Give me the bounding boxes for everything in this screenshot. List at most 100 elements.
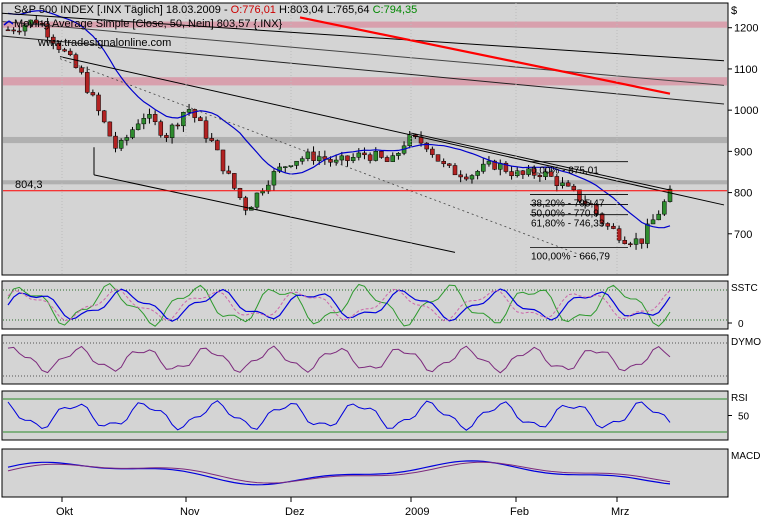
candle-body: [565, 182, 571, 187]
fib-label: 100,00% - 666,79: [531, 251, 610, 262]
panel-tick-label: 50: [738, 412, 750, 423]
candle-body: [628, 243, 633, 246]
price-panel[interactable]: 804,3 0,00% - 875,01 38,20% - 795,4750,00%…: [1, 2, 729, 276]
candle-body: [645, 223, 650, 244]
trendline-top-2: [1, 21, 725, 86]
fib-label: 61,80% - 746,33: [531, 219, 605, 230]
candle-body: [339, 155, 345, 161]
candle-body: [362, 152, 367, 156]
candle-body: [260, 190, 265, 194]
candle-body: [220, 149, 226, 172]
panel-label-sstc: SSTC: [731, 283, 758, 294]
candle-body: [594, 203, 599, 215]
candle-body: [62, 49, 67, 52]
candle-body: [611, 225, 616, 229]
candle-body: [277, 166, 282, 172]
candle-body: [141, 118, 147, 125]
candle-body: [520, 170, 526, 175]
candle-body: [430, 148, 435, 155]
candle-body: [509, 171, 514, 177]
candle-body: [599, 213, 605, 224]
y-tick-label: 700: [734, 229, 752, 241]
candle-body: [237, 188, 243, 198]
candle-body: [486, 160, 492, 165]
panel-rsi-bg: [1, 390, 729, 441]
candle-body: [582, 201, 588, 204]
candle-body: [152, 114, 158, 122]
candle-body: [537, 175, 543, 178]
candle-body: [667, 188, 673, 202]
panel-label-macd: MACD: [731, 451, 760, 462]
panel-dymo-bg: [1, 334, 729, 385]
candle-body: [492, 160, 497, 170]
candle-body: [316, 156, 322, 161]
candle-body: [101, 110, 107, 123]
trendline-top-1: [1, 12, 725, 62]
candle-body: [294, 160, 299, 166]
candle-body: [469, 175, 475, 180]
header-instrument: S&P 500 INDEX [.INX Täglich] 18.03.2009 …: [14, 4, 417, 16]
y-tick-label: 900: [734, 146, 752, 158]
candle-body: [305, 151, 311, 159]
band-2: [3, 136, 727, 144]
candle-body: [299, 158, 305, 162]
candle-body: [113, 135, 118, 149]
rsi-line: [7, 400, 671, 431]
x-tick-label: Mrz: [611, 506, 629, 518]
candle-body: [254, 192, 260, 208]
candle-body: [656, 213, 661, 221]
fib-label: 38,20% - 795,47: [531, 198, 605, 209]
candle-body: [543, 171, 548, 178]
candle-body: [147, 114, 152, 119]
candle-body: [5, 29, 11, 32]
candle-body: [333, 159, 339, 163]
trendline-red: [299, 16, 671, 95]
sstc-pink: [7, 288, 671, 322]
indicator-panels[interactable]: SSTC 0 DYMO RSI 50 MACD: [1, 280, 761, 498]
candle-body: [345, 155, 350, 161]
candle-body: [56, 43, 62, 50]
panel-tick-label: 0: [738, 319, 744, 330]
candle-body: [17, 30, 22, 33]
candle-body: [616, 228, 622, 241]
candle-body: [577, 189, 582, 202]
y-tick-label: 1000: [734, 105, 758, 117]
candle-body: [475, 171, 480, 176]
candle-body: [384, 157, 390, 162]
candle-body: [135, 123, 141, 130]
candle-body: [34, 19, 39, 24]
candle-body: [396, 153, 401, 156]
candle-body: [67, 50, 73, 55]
candle-body: [367, 154, 373, 161]
ma-line-icon: [3, 20, 10, 26]
x-tick-label: Nov: [180, 506, 200, 518]
x-tick-label: 2009: [405, 506, 429, 518]
candle-body: [124, 137, 130, 141]
candle-body: [203, 120, 209, 139]
y-tick-label: 1100: [734, 64, 758, 76]
candle-body: [571, 185, 577, 191]
panel-macd-bg: [1, 448, 729, 498]
candle-body: [328, 159, 333, 163]
candle-body: [158, 121, 164, 136]
panel-label-dymo: DYMO: [731, 337, 761, 348]
candle-body: [45, 23, 50, 38]
dymo-line: [7, 345, 671, 374]
x-tick-label: Dez: [285, 506, 305, 518]
candle-body: [28, 19, 33, 26]
candle-body: [11, 29, 16, 32]
candle-body: [390, 155, 396, 162]
macd-signal: [7, 461, 671, 484]
candle-body: [503, 162, 509, 172]
candle-body: [243, 197, 248, 211]
candle-body: [192, 109, 197, 118]
y-tick-label: 1200: [734, 23, 758, 35]
panel-label-rsi: RSI: [731, 393, 748, 404]
currency-label: $: [731, 5, 737, 17]
candle-body: [107, 121, 113, 137]
candle-body: [84, 72, 90, 93]
panel-sstc-bg: [1, 280, 729, 330]
candle-body: [458, 174, 463, 178]
candle-body: [452, 165, 458, 176]
